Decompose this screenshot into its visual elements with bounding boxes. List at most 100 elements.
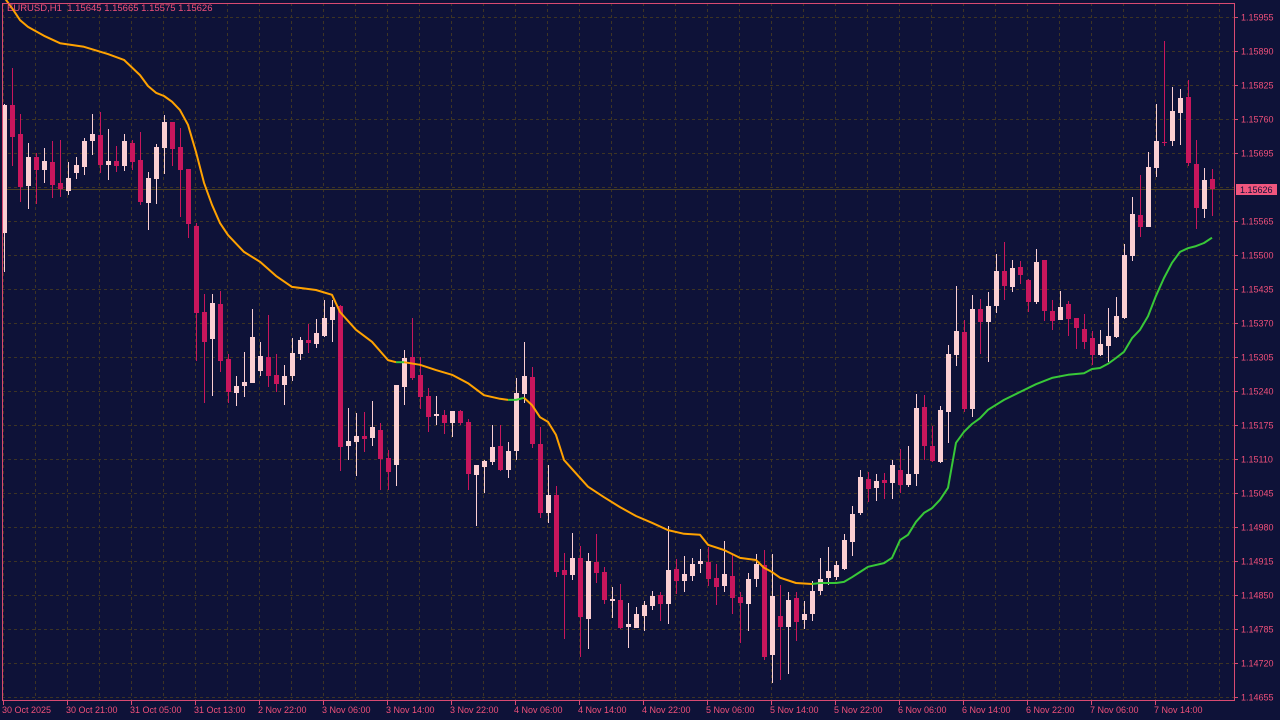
- candle-bull: [722, 541, 727, 592]
- candle-bull: [890, 460, 895, 499]
- time-label: 6 Nov 06:00: [898, 705, 947, 715]
- time-label: 5 Nov 14:00: [770, 705, 819, 715]
- candle-body: [794, 598, 799, 622]
- candle-bull: [874, 474, 879, 501]
- candle-body: [906, 474, 911, 485]
- candle-body: [178, 147, 183, 170]
- candle-body: [730, 576, 735, 598]
- candle-wick: [60, 140, 61, 197]
- candle-bull: [946, 345, 951, 443]
- candle-bear: [618, 584, 623, 629]
- time-label: 3 Nov 14:00: [386, 705, 435, 715]
- candle-bear: [554, 486, 559, 577]
- candle-body: [946, 354, 951, 412]
- candle-body: [586, 561, 591, 619]
- candle-wick: [1212, 169, 1213, 216]
- candle-body: [890, 465, 895, 483]
- candle-body: [394, 385, 399, 465]
- price-label: 1.15240: [1241, 387, 1274, 397]
- candle-bull: [826, 547, 831, 585]
- candle-bull: [522, 342, 527, 403]
- time-axis[interactable]: 30 Oct 2025 30 Oct 21:00 31 Oct 05:00 31 Oc…: [2, 700, 1203, 715]
- candle-bull: [250, 309, 255, 383]
- candle-bull: [834, 561, 839, 580]
- candle-body: [298, 340, 303, 354]
- candle-bull: [586, 553, 591, 649]
- candle-body: [466, 422, 471, 474]
- candle-body: [842, 540, 847, 569]
- price-label: 1.15565: [1241, 217, 1274, 227]
- candle-bear: [274, 354, 279, 392]
- candle-wick: [740, 592, 741, 643]
- candle-body: [746, 579, 751, 604]
- candle-bull: [354, 413, 359, 476]
- candle-body: [402, 358, 407, 387]
- candle-body: [322, 318, 327, 336]
- candle-wick: [484, 460, 485, 493]
- candle-wick: [524, 342, 525, 403]
- price-label: 1.15045: [1241, 489, 1274, 499]
- candle-body: [26, 157, 31, 186]
- plot-area[interactable]: [2, 41, 1215, 683]
- candle-body: [482, 461, 487, 467]
- candle-bull: [626, 603, 631, 648]
- candle-wick: [788, 592, 789, 674]
- candle-wick: [476, 465, 477, 526]
- candle-wick: [204, 294, 205, 403]
- candle-bull: [402, 350, 407, 405]
- candle-body: [1002, 271, 1007, 286]
- candle-body: [594, 562, 599, 573]
- time-label: 6 Nov 14:00: [962, 705, 1011, 715]
- candle-body: [1202, 180, 1207, 209]
- candle-bull: [106, 129, 111, 180]
- candle-body: [1154, 141, 1159, 168]
- candle-body: [410, 357, 415, 378]
- candle-body: [1122, 255, 1127, 318]
- candle-wick: [268, 315, 269, 387]
- candle-wick: [612, 587, 613, 618]
- candle-bear: [178, 128, 183, 217]
- candle-wick: [372, 401, 373, 446]
- candle-bull: [154, 144, 159, 204]
- chart-border: [2, 3, 1235, 701]
- candle-bear: [34, 153, 39, 204]
- candle-bull: [1146, 152, 1151, 227]
- candle-body: [834, 565, 839, 577]
- candle-body: [938, 410, 943, 462]
- candle-bear: [1210, 169, 1215, 216]
- candle-body: [98, 135, 103, 165]
- candle-body: [330, 307, 335, 320]
- candle-body: [994, 271, 999, 306]
- price-axis[interactable]: 1.15955 1.15890 1.15825 1.15760 1.15695 1.155…: [1234, 13, 1274, 703]
- candle-bear: [58, 140, 63, 197]
- candle-body: [954, 331, 959, 355]
- candle-bear: [1066, 301, 1071, 336]
- candle-bull: [810, 581, 815, 621]
- candle-wick: [276, 354, 277, 392]
- candle-bear: [794, 592, 799, 641]
- candle-bear: [378, 423, 383, 490]
- price-label: 1.15435: [1241, 285, 1274, 295]
- candle-body: [154, 147, 159, 179]
- candle-wick: [548, 465, 549, 523]
- candle-body: [618, 600, 623, 628]
- candle-body: [1114, 316, 1119, 337]
- candle-bear: [1050, 300, 1055, 330]
- candle-bull: [1170, 87, 1175, 146]
- current-price-value: 1.15626: [1240, 185, 1273, 195]
- candle-body: [386, 458, 391, 472]
- candle-body: [450, 411, 455, 423]
- candle-bull: [914, 394, 919, 486]
- candle-bear: [978, 299, 983, 354]
- candle-wick: [1108, 308, 1109, 362]
- candle-bear: [882, 473, 887, 499]
- candle-wick: [212, 294, 213, 396]
- price-label: 1.15890: [1241, 47, 1274, 57]
- candle-bull: [26, 143, 31, 209]
- candle-body: [986, 306, 991, 322]
- candle-bear: [866, 472, 871, 502]
- moving-average-down-segment: [403, 361, 509, 401]
- candle-body: [122, 141, 127, 166]
